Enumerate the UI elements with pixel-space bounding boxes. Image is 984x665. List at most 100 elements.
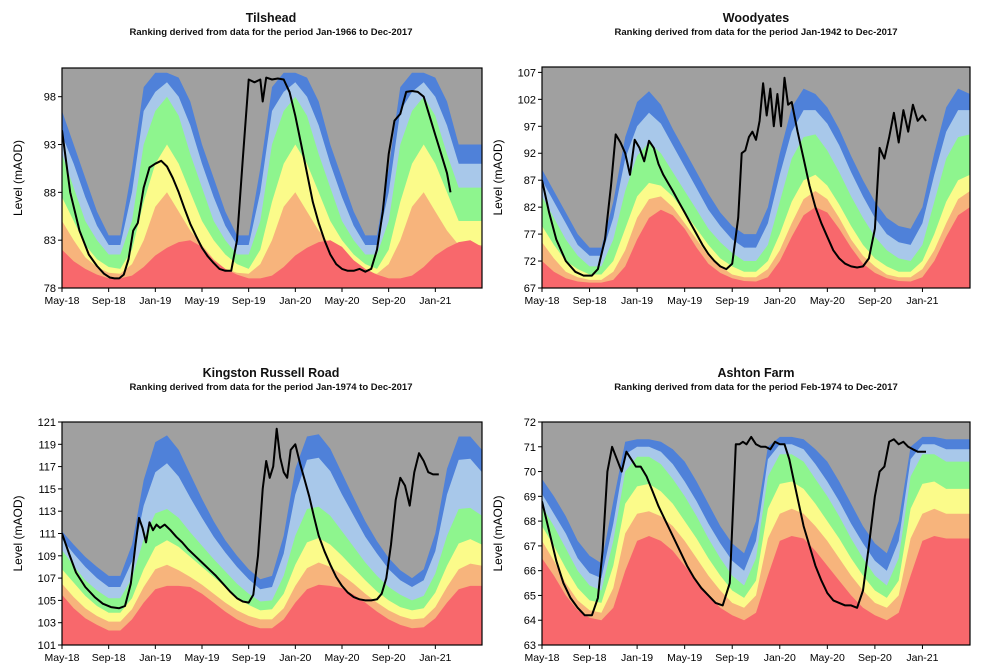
x-tick-label: May-19 [667,652,702,664]
y-tick-label: 121 [38,417,56,429]
y-tick-label: 103 [38,618,56,630]
plot-frame [541,66,971,289]
y-tick-label: 113 [38,506,56,518]
chart-woodyates: 67 72 77 82 87 92 97 102 107 May-18 Sep-18 Jan-19 Ma… [492,66,971,307]
x-tick-label: Jan-21 [419,295,451,307]
y-tick-label: 111 [39,529,56,541]
y-tick-label: 70 [524,467,536,479]
y-tick-label: 97 [524,121,536,133]
y-tick-label: 82 [524,202,536,214]
x-tick-label: Jan-20 [764,295,796,307]
chart-title: Ashton Farm [717,366,795,380]
chart-subtitle: Ranking derived from data for the period… [614,382,898,393]
y-tick-label: 64 [524,615,536,627]
level-line [542,435,926,617]
y-tick-label: 93 [44,140,56,152]
y-axis-label: Level (mAOD) [492,139,505,215]
y-tick-label: 65 [524,590,536,602]
x-tick-label: Sep-19 [715,652,749,664]
band-exceptionally-low [62,240,482,288]
y-tick-label: 105 [38,595,56,607]
y-tick-label: 102 [518,94,536,106]
x-tick-label: Sep-19 [232,652,266,664]
y-tick-label: 66 [524,566,536,578]
chart-kingston-russell-road: 101 103 105 107 109 111 113 115 117 119 121 May-18 S… [11,417,483,664]
y-tick-label: 119 [38,439,56,451]
x-tick-label: Jan-20 [279,295,311,307]
plot-frame [61,67,483,289]
x-tick-label: Jan-19 [621,652,653,664]
x-tick-label: May-19 [667,295,702,307]
plot-frame [541,421,971,646]
chart-subtitle: Ranking derived from data for the period… [129,27,413,38]
level-line [542,76,927,277]
x-tick-label: May-20 [324,652,359,664]
x-tick-label: Jan-20 [279,652,311,664]
x-tick-label: Sep-18 [92,295,126,307]
x-tick-label: Jan-19 [621,295,653,307]
x-tick-label: Sep-19 [232,295,266,307]
x-tick-label: May-18 [44,652,79,664]
x-tick-label: Jan-19 [139,652,171,664]
y-tick-label: 78 [44,283,56,295]
chart-subtitle: Ranking derived from data for the period… [129,382,413,393]
y-tick-label: 88 [44,187,56,199]
x-tick-label: Sep-20 [372,295,406,307]
y-tick-label: 77 [524,229,536,241]
y-tick-label: 72 [524,417,536,429]
x-tick-label: May-18 [44,295,79,307]
y-tick-label: 92 [524,148,536,160]
x-tick-label: Jan-20 [764,652,796,664]
y-tick-label: 67 [524,283,536,295]
y-axis-label: Level (mAOD) [11,140,25,216]
y-tick-label: 72 [524,256,536,268]
y-tick-label: 117 [38,462,56,474]
x-tick-label: Jan-21 [906,295,938,307]
x-tick-label: Sep-18 [573,295,607,307]
x-tick-label: Sep-20 [858,295,892,307]
y-tick-label: 98 [44,92,56,104]
x-tick-label: May-20 [810,652,845,664]
y-tick-label: 63 [524,640,536,652]
y-tick-label: 115 [38,484,56,496]
x-tick-label: May-19 [184,295,219,307]
y-tick-label: 87 [524,175,536,187]
chart-ashton-farm: 63 64 65 66 67 68 69 70 71 72 May-18 Sep-18 Jan-19 Ma… [492,417,971,664]
chart-subtitle: Ranking derived from data for the period… [614,27,898,38]
x-tick-label: Sep-18 [573,652,607,664]
chart-tilshead: 78 83 88 93 98 May-18 Sep-18 Jan-19 May-19 Sep-19… [11,67,483,307]
band-exceptionally-low [542,207,970,288]
chart-title: Kingston Russell Road [202,366,340,380]
panel-ashton-farm: Ashton Farm Ranking derived from data fo… [492,332,984,665]
x-tick-label: May-19 [184,652,219,664]
chart-title: Woodyates [722,11,790,25]
y-tick-label: 109 [38,551,56,563]
x-tick-label: Sep-20 [858,652,892,664]
y-tick-label: 71 [524,442,536,454]
level-line [62,76,452,280]
y-axis-label: Level (mAOD) [11,495,25,571]
band-exceptionally-low [62,584,482,645]
x-tick-label: May-20 [810,295,845,307]
y-tick-label: 107 [518,67,536,79]
x-tick-label: Sep-20 [372,652,406,664]
x-tick-label: May-18 [524,652,559,664]
y-axis-label: Level (mAOD) [492,495,505,571]
x-tick-label: Jan-21 [906,652,938,664]
y-tick-label: 83 [44,235,56,247]
panel-woodyates: Woodyates Ranking derived from data for … [492,0,984,332]
y-tick-label: 69 [524,491,536,503]
y-tick-label: 101 [38,640,56,652]
y-tick-label: 68 [524,516,536,528]
x-tick-label: Jan-19 [139,295,171,307]
y-tick-label: 67 [524,541,536,553]
x-tick-label: Sep-18 [92,652,126,664]
panel-kingston-russell-road: Kingston Russell Road Ranking derived fr… [0,332,492,665]
y-tick-label: 107 [38,573,56,585]
x-tick-label: Jan-21 [419,652,451,664]
x-tick-label: May-20 [324,295,359,307]
level-line [62,427,439,610]
panel-tilshead: Tilshead Ranking derived from data for t… [0,0,492,332]
x-tick-label: Sep-19 [715,295,749,307]
x-tick-label: May-18 [524,295,559,307]
